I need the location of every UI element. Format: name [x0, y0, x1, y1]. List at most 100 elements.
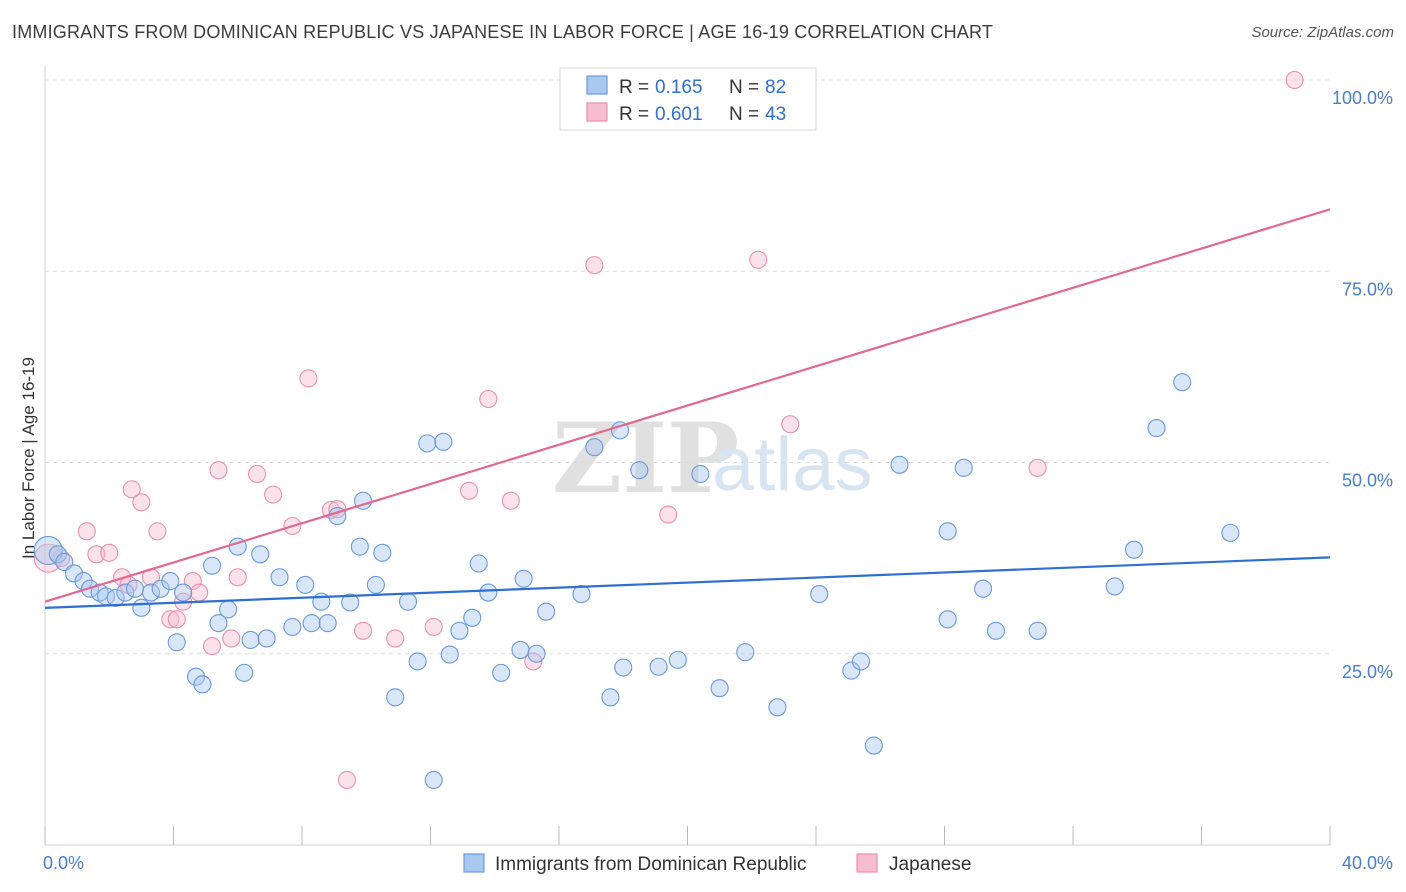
- point-dominican-republic: [161, 572, 180, 591]
- point-dominican-republic: [418, 434, 437, 453]
- point-japanese: [228, 568, 247, 587]
- point-dominican-republic: [296, 575, 315, 594]
- point-dominican-republic: [527, 644, 546, 663]
- point-dominican-republic: [537, 602, 556, 621]
- point-dominican-republic: [440, 645, 459, 664]
- point-japanese: [1285, 70, 1304, 90]
- point-dominican-republic: [463, 608, 482, 627]
- trend-line-japanese: [44, 208, 1331, 603]
- point-dominican-republic: [851, 652, 871, 671]
- point-dominican-republic: [511, 640, 530, 659]
- point-dominican-republic: [125, 579, 144, 598]
- point-dominican-republic: [283, 617, 302, 637]
- point-japanese: [167, 610, 186, 629]
- legend-bottom-swatch-pink: [856, 853, 878, 873]
- point-japanese: [203, 637, 222, 656]
- point-japanese: [247, 464, 267, 484]
- point-dominican-republic: [649, 657, 668, 676]
- point-dominican-republic: [366, 575, 385, 594]
- point-dominican-republic: [48, 545, 67, 564]
- point-dominican-republic: [193, 675, 212, 694]
- point-dominican-republic: [954, 458, 973, 477]
- point-japanese: [148, 522, 167, 541]
- point-dominican-republic: [209, 614, 228, 633]
- y-tick-label: 50.0%: [1342, 471, 1393, 491]
- point-dominican-republic: [1124, 540, 1144, 559]
- point-dominican-republic: [1173, 373, 1192, 392]
- legend-top: R = 0.165 N = 82 R = 0.601 N = 43: [559, 67, 817, 131]
- legend-r-value-blue: 0.165: [655, 77, 703, 98]
- y-tick-label: 75.0%: [1342, 279, 1393, 299]
- point-dominican-republic: [219, 600, 238, 619]
- point-dominican-republic: [203, 556, 222, 575]
- point-dominican-republic: [132, 598, 151, 617]
- point-dominican-republic: [251, 545, 270, 564]
- point-dominican-republic: [691, 464, 710, 484]
- point-dominican-republic: [890, 455, 909, 474]
- point-dominican-republic: [630, 461, 649, 480]
- point-dominican-republic: [610, 421, 630, 440]
- source-label: Source: ZipAtlas.com: [1251, 24, 1394, 41]
- legend-bottom-label-blue: Immigrants from Dominican Republic: [495, 854, 807, 875]
- point-dominican-republic: [736, 643, 755, 662]
- point-dominican-republic: [341, 593, 360, 612]
- point-japanese: [424, 617, 443, 637]
- chart-title: IMMIGRANTS FROM DOMINICAN REPUBLIC VS JA…: [12, 22, 994, 42]
- y-axis-title: In Labor Force | Age 16-19: [19, 357, 38, 559]
- y-tick-label: 25.0%: [1342, 662, 1393, 682]
- point-dominican-republic: [174, 583, 193, 602]
- point-dominican-republic: [141, 583, 161, 602]
- x-tick-label-min: 0.0%: [43, 853, 84, 873]
- point-dominican-republic: [235, 663, 254, 682]
- legend-n-value-pink: 43: [765, 104, 786, 125]
- legend-r-label-pink: R =: [619, 104, 649, 125]
- point-dominican-republic: [1147, 419, 1166, 438]
- point-japanese: [222, 629, 241, 648]
- point-japanese: [299, 369, 318, 388]
- point-dominican-republic: [106, 588, 125, 607]
- point-dominican-republic: [408, 652, 427, 671]
- point-dominican-republic: [479, 583, 498, 602]
- point-dominican-republic: [973, 579, 993, 598]
- point-dominican-republic: [33, 535, 63, 566]
- point-japanese: [209, 461, 228, 480]
- point-japanese: [501, 491, 520, 510]
- point-dominican-republic: [386, 688, 405, 707]
- point-dominican-republic: [241, 630, 260, 650]
- point-japanese: [161, 610, 180, 629]
- point-dominican-republic: [492, 663, 511, 682]
- gridlines: [45, 79, 1330, 655]
- point-dominican-republic: [810, 585, 829, 604]
- legend-r-value-pink: 0.601: [655, 104, 703, 125]
- trend-line-dominican-republic: [44, 556, 1331, 609]
- point-dominican-republic: [668, 650, 687, 669]
- point-dominican-republic: [1105, 577, 1124, 596]
- watermark: ZIP atlas: [552, 402, 873, 515]
- watermark-zip: ZIP: [552, 402, 739, 515]
- point-japanese: [1028, 458, 1047, 477]
- point-japanese: [77, 522, 96, 541]
- point-japanese: [132, 493, 151, 512]
- point-dominican-republic: [585, 438, 604, 457]
- point-japanese: [749, 250, 768, 269]
- point-dominican-republic: [842, 661, 861, 680]
- point-dominican-republic: [398, 592, 418, 611]
- point-dominican-republic: [864, 736, 883, 755]
- point-japanese: [353, 621, 373, 640]
- point-dominican-republic: [514, 569, 533, 588]
- point-dominican-republic: [1028, 621, 1047, 640]
- y-tick-labels: 25.0% 50.0% 75.0% 100.0%: [1332, 88, 1393, 682]
- point-japanese: [386, 629, 405, 648]
- trend-lines: [44, 208, 1331, 609]
- point-dominican-republic: [64, 564, 83, 583]
- point-japanese: [33, 543, 63, 573]
- legend-swatch-blue: [586, 75, 608, 95]
- point-dominican-republic: [373, 543, 392, 562]
- legend-bottom-swatch-blue: [463, 853, 485, 873]
- point-dominican-republic: [986, 621, 1005, 640]
- point-japanese: [100, 543, 119, 562]
- point-japanese: [659, 505, 678, 524]
- point-dominican-republic: [302, 614, 321, 633]
- point-japanese: [122, 480, 141, 499]
